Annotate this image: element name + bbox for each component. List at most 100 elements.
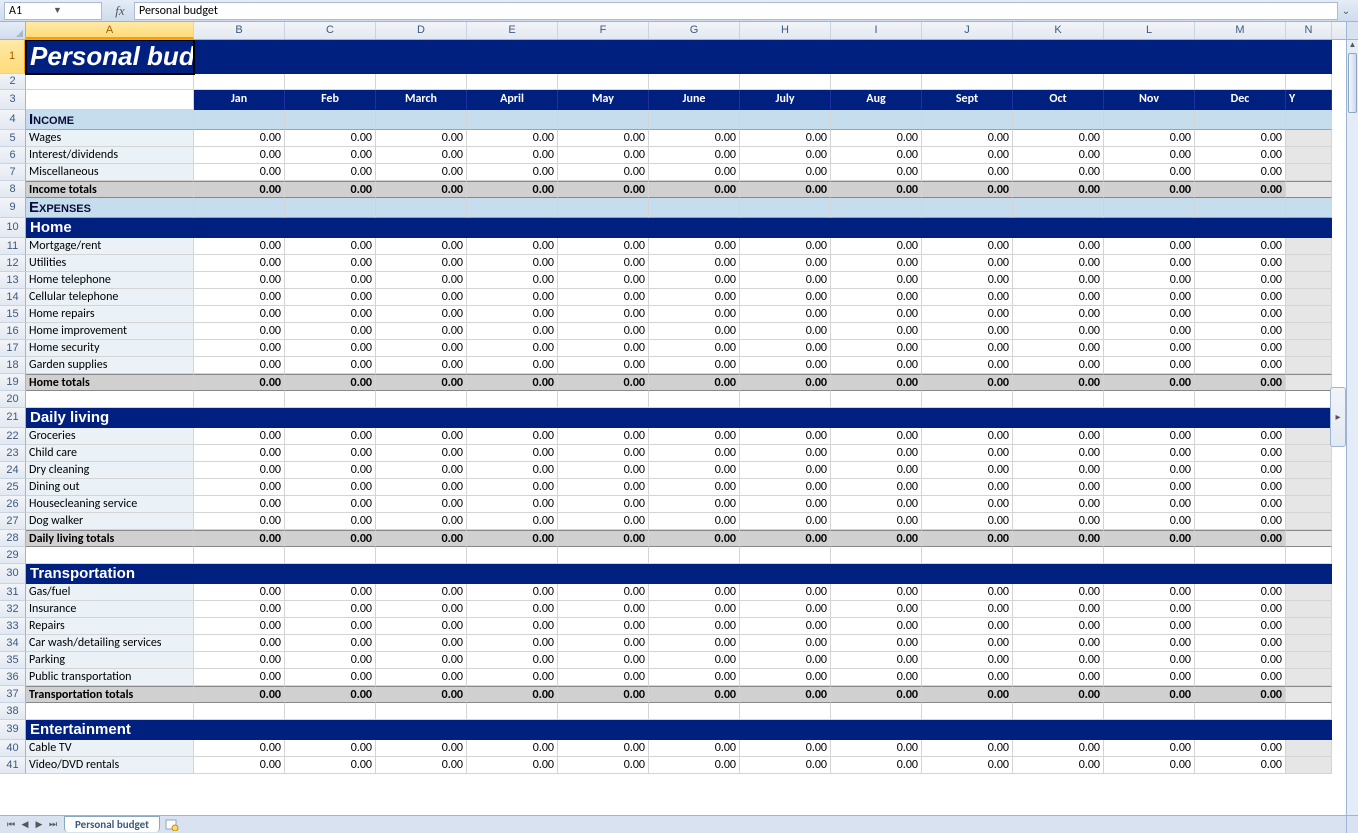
data-value[interactable]: 0.00 xyxy=(1195,147,1286,164)
data-value[interactable]: 0.00 xyxy=(376,428,467,445)
data-value[interactable]: 0.00 xyxy=(1195,496,1286,513)
data-label[interactable]: Car wash/detailing services xyxy=(26,635,194,652)
month-header[interactable]: Feb xyxy=(285,90,376,110)
data-value[interactable]: 0.00 xyxy=(558,513,649,530)
month-header[interactable]: Aug xyxy=(831,90,922,110)
data-value[interactable]: 0.00 xyxy=(1195,584,1286,601)
data-value[interactable]: 0.00 xyxy=(1104,757,1195,774)
vertical-scrollbar[interactable]: ▲ xyxy=(1346,40,1358,815)
data-value[interactable]: 0.00 xyxy=(831,147,922,164)
data-value[interactable]: 0.00 xyxy=(194,445,285,462)
data-value[interactable]: 0.00 xyxy=(649,255,740,272)
data-value[interactable]: 0.00 xyxy=(922,652,1013,669)
data-value[interactable]: 0.00 xyxy=(922,618,1013,635)
data-value[interactable]: 0.00 xyxy=(831,428,922,445)
data-value[interactable]: 0.00 xyxy=(1195,428,1286,445)
data-value[interactable]: 0.00 xyxy=(740,635,831,652)
total-value[interactable]: 0.00 xyxy=(1195,686,1286,703)
data-value[interactable]: 0.00 xyxy=(558,669,649,686)
data-value[interactable]: 0.00 xyxy=(376,445,467,462)
data-value[interactable]: 0.00 xyxy=(558,601,649,618)
data-value[interactable]: 0.00 xyxy=(467,757,558,774)
row-header[interactable]: 27 xyxy=(0,513,26,530)
data-value[interactable]: 0.00 xyxy=(1104,618,1195,635)
row-header[interactable]: 38 xyxy=(0,703,26,720)
overflow-indicator[interactable]: ▸ xyxy=(1330,387,1346,447)
data-value[interactable]: 0.00 xyxy=(922,669,1013,686)
total-value[interactable]: 0.00 xyxy=(558,181,649,198)
total-value[interactable]: 0.00 xyxy=(1195,374,1286,391)
total-value[interactable]: 0.00 xyxy=(376,374,467,391)
total-value[interactable]: 0.00 xyxy=(1013,530,1104,547)
data-value[interactable]: 0.00 xyxy=(1195,652,1286,669)
data-value[interactable]: 0.00 xyxy=(649,635,740,652)
column-header-L[interactable]: L xyxy=(1104,22,1195,39)
data-value[interactable]: 0.00 xyxy=(558,757,649,774)
data-value[interactable]: 0.00 xyxy=(285,635,376,652)
month-header[interactable]: Oct xyxy=(1013,90,1104,110)
data-value[interactable]: 0.00 xyxy=(376,652,467,669)
data-value[interactable]: 0.00 xyxy=(467,130,558,147)
data-value[interactable]: 0.00 xyxy=(558,635,649,652)
data-value[interactable]: 0.00 xyxy=(467,513,558,530)
data-value[interactable]: 0.00 xyxy=(922,147,1013,164)
data-value[interactable]: 0.00 xyxy=(285,323,376,340)
data-value[interactable]: 0.00 xyxy=(740,601,831,618)
row-header[interactable]: 30 xyxy=(0,564,26,584)
data-value[interactable]: 0.00 xyxy=(285,669,376,686)
data-value[interactable]: 0.00 xyxy=(194,255,285,272)
data-value[interactable]: 0.00 xyxy=(467,255,558,272)
data-value[interactable]: 0.00 xyxy=(740,164,831,181)
data-value[interactable]: 0.00 xyxy=(467,740,558,757)
total-value[interactable]: 0.00 xyxy=(831,686,922,703)
data-value[interactable]: 0.00 xyxy=(1195,445,1286,462)
data-value[interactable]: 0.00 xyxy=(1195,238,1286,255)
data-value[interactable]: 0.00 xyxy=(1013,340,1104,357)
data-value[interactable]: 0.00 xyxy=(1013,496,1104,513)
data-value[interactable]: 0.00 xyxy=(831,130,922,147)
sheet-tab[interactable]: Personal budget xyxy=(64,816,160,832)
total-value[interactable]: 0.00 xyxy=(740,374,831,391)
total-value[interactable]: 0.00 xyxy=(831,530,922,547)
data-value[interactable]: 0.00 xyxy=(376,740,467,757)
data-value[interactable]: 0.00 xyxy=(285,306,376,323)
data-value[interactable]: 0.00 xyxy=(1013,740,1104,757)
tab-first-icon[interactable]: ⏮ xyxy=(4,818,18,832)
data-label[interactable]: Miscellaneous xyxy=(26,164,194,181)
row-header[interactable]: 11 xyxy=(0,238,26,255)
data-value[interactable]: 0.00 xyxy=(376,289,467,306)
split-handle-top[interactable] xyxy=(1346,22,1358,40)
data-value[interactable]: 0.00 xyxy=(831,635,922,652)
data-value[interactable]: 0.00 xyxy=(740,618,831,635)
row-header[interactable]: 25 xyxy=(0,479,26,496)
data-value[interactable]: 0.00 xyxy=(467,584,558,601)
data-value[interactable]: 0.00 xyxy=(376,164,467,181)
tab-last-icon[interactable]: ⏭ xyxy=(46,818,60,832)
month-header[interactable]: July xyxy=(740,90,831,110)
total-value[interactable]: 0.00 xyxy=(194,530,285,547)
data-value[interactable]: 0.00 xyxy=(740,306,831,323)
data-label[interactable]: Parking xyxy=(26,652,194,669)
column-header-E[interactable]: E xyxy=(467,22,558,39)
data-value[interactable]: 0.00 xyxy=(740,238,831,255)
data-value[interactable]: 0.00 xyxy=(649,428,740,445)
total-value[interactable]: 0.00 xyxy=(1104,374,1195,391)
data-value[interactable]: 0.00 xyxy=(922,445,1013,462)
row-header[interactable]: 14 xyxy=(0,289,26,306)
data-value[interactable]: 0.00 xyxy=(1195,323,1286,340)
row-header[interactable]: 16 xyxy=(0,323,26,340)
data-value[interactable]: 0.00 xyxy=(558,652,649,669)
data-label[interactable]: Public transportation xyxy=(26,669,194,686)
data-value[interactable]: 0.00 xyxy=(376,130,467,147)
data-value[interactable]: 0.00 xyxy=(376,618,467,635)
subsection-label[interactable]: Daily living xyxy=(26,408,194,428)
row-header[interactable]: 20 xyxy=(0,391,26,408)
row-header[interactable]: 39 xyxy=(0,720,26,740)
row-header[interactable]: 6 xyxy=(0,147,26,164)
data-value[interactable]: 0.00 xyxy=(1104,669,1195,686)
total-value[interactable]: 0.00 xyxy=(922,686,1013,703)
total-value[interactable]: 0.00 xyxy=(1013,374,1104,391)
total-value[interactable]: 0.00 xyxy=(1104,181,1195,198)
data-value[interactable]: 0.00 xyxy=(558,238,649,255)
data-value[interactable]: 0.00 xyxy=(194,652,285,669)
